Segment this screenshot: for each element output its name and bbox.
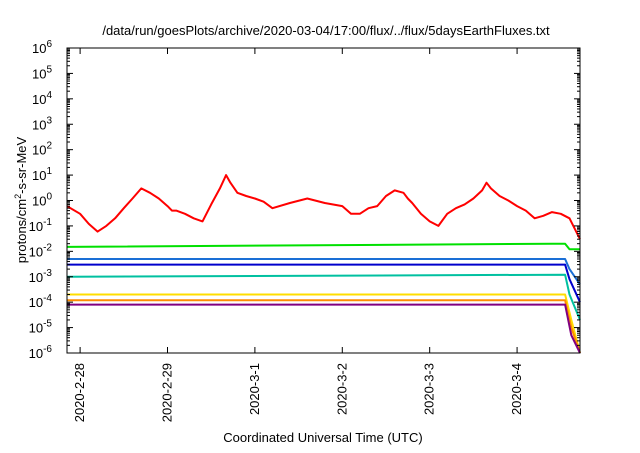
- y-tick-label: 10-2: [29, 242, 53, 259]
- chart-title: /data/run/goesPlots/archive/2020-03-04/1…: [102, 23, 550, 38]
- y-axis-ticks: 10-6 10-5 10-4 10-3 10-2 10-1 100 101 102 103 104 1…: [29, 39, 580, 361]
- series-line-2: [67, 258, 581, 285]
- series-line-6: [67, 299, 581, 354]
- y-tick-label: 10-4: [29, 293, 53, 310]
- series-line-7: [67, 303, 581, 354]
- y-axis-label-rest: -s-sr-MeV: [14, 136, 29, 193]
- y-tick-label: 101: [32, 166, 52, 183]
- y-tick-label: 104: [32, 90, 52, 107]
- series-line-4: [66, 273, 581, 321]
- y-tick-label: 10-5: [29, 319, 53, 336]
- plot-frame: [66, 47, 581, 354]
- series-line-1: [66, 242, 580, 251]
- y-tick-label: 106: [32, 39, 52, 56]
- series-line-0: [66, 174, 581, 240]
- y-tick-label: 103: [32, 115, 52, 132]
- x-tick-label: 2020-3-4: [509, 363, 524, 415]
- x-axis-ticks: 2020-2-28 2020-2-29 2020-3-1 2020-3-2 2020-3…: [72, 48, 524, 422]
- y-tick-label: 105: [32, 64, 52, 81]
- y-tick-label: 10-1: [29, 217, 53, 234]
- y-tick-label: 100: [32, 192, 52, 209]
- x-tick-label: 2020-2-28: [72, 363, 87, 422]
- y-tick-label: 10-6: [29, 344, 53, 361]
- series-line-5: [67, 293, 581, 354]
- series-line-3: [67, 263, 581, 303]
- x-tick-label: 2020-3-1: [247, 363, 262, 415]
- x-axis-label: Coordinated Universal Time (UTC): [223, 430, 422, 445]
- y-axis-label: protons/cm2-s-sr-MeV: [13, 136, 29, 263]
- series-layer: [66, 174, 581, 354]
- x-tick-label: 2020-3-2: [334, 363, 349, 415]
- y-tick-label: 10-3: [29, 268, 53, 285]
- x-tick-label: 2020-3-3: [422, 363, 437, 415]
- y-tick-label: 102: [32, 141, 52, 158]
- x-tick-label: 2020-2-29: [160, 363, 175, 422]
- y-axis-label-sup: 2: [13, 194, 23, 199]
- y-axis-label-base: protons/cm: [14, 199, 29, 263]
